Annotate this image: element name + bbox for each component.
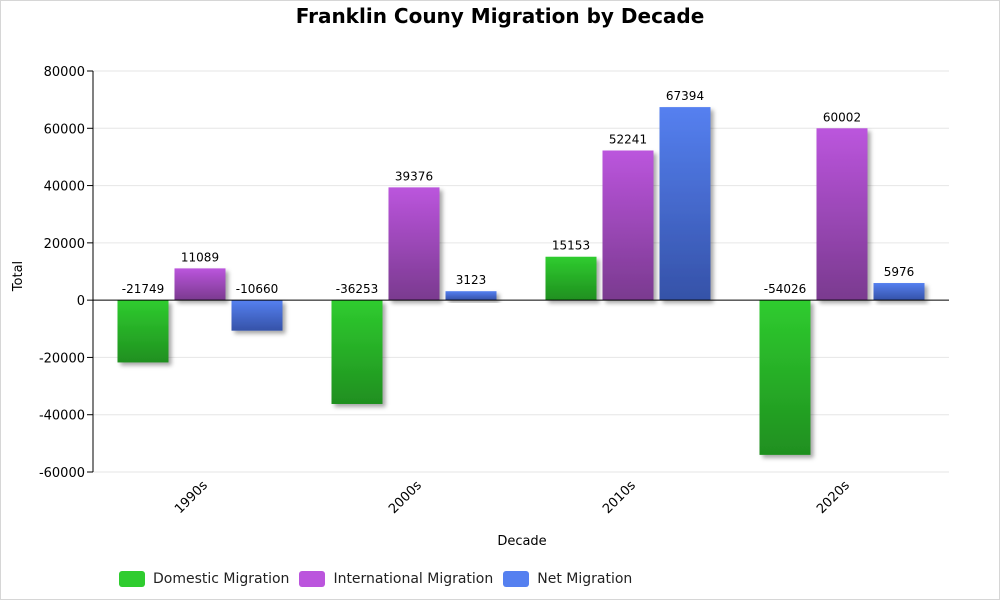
- data-label: 67394: [666, 89, 704, 103]
- x-tick-label: 2020s: [814, 478, 853, 517]
- bar-domestic-migration-2020s: [759, 300, 811, 455]
- legend-swatch: [299, 571, 326, 587]
- y-tick-label: -60000: [39, 466, 85, 481]
- bar-international-migration-1990s: [174, 268, 226, 301]
- legend: Domestic Migration International Migratio…: [119, 571, 642, 587]
- y-tick-label: 40000: [44, 180, 85, 195]
- data-label: 39376: [395, 169, 433, 183]
- x-axis-title: Decade: [497, 534, 546, 549]
- legend-swatch: [503, 571, 530, 587]
- x-tick-label: 2000s: [386, 478, 425, 517]
- data-label: -36253: [336, 282, 379, 296]
- y-axis-title: Total: [11, 261, 26, 292]
- data-label: 52241: [609, 133, 647, 147]
- data-label: -21749: [122, 282, 165, 296]
- grid-layer: [93, 70, 949, 473]
- legend-item[interactable]: Net Migration: [503, 571, 632, 587]
- legend-swatch: [119, 571, 145, 587]
- data-label: 5976: [884, 265, 915, 279]
- bar-net-migration-1990s: [231, 300, 283, 331]
- x-tick-label: 2010s: [600, 478, 639, 517]
- legend-item[interactable]: Domestic Migration: [119, 571, 289, 587]
- data-label: -54026: [764, 282, 807, 296]
- data-label: 15153: [552, 239, 590, 253]
- y-tick-label: 0: [77, 294, 85, 309]
- bar-international-migration-2020s: [816, 128, 868, 301]
- legend-label: Net Migration: [537, 571, 633, 587]
- data-label: 11089: [181, 250, 219, 264]
- legend-item[interactable]: International Migration: [299, 571, 493, 587]
- bar-net-migration-2010s: [659, 107, 711, 301]
- chart-title: Franklin Couny Migration by Decade: [296, 4, 705, 28]
- legend-label: International Migration: [333, 571, 494, 587]
- y-tick-label: -40000: [39, 409, 85, 424]
- y-tick-label: -20000: [39, 351, 85, 366]
- y-tick-label: 60000: [44, 122, 85, 137]
- bar-domestic-migration-2010s: [545, 256, 597, 301]
- legend-label: Domestic Migration: [153, 571, 290, 587]
- bar-international-migration-2010s: [602, 150, 654, 301]
- label-layer: -21749 11089 -10660 -36253 39376 3123 15153 522…: [93, 89, 949, 301]
- bar-net-migration-2020s: [873, 283, 925, 301]
- x-tick-label: 1990s: [172, 478, 211, 517]
- data-label: 60002: [823, 110, 861, 124]
- bar-layer: [117, 107, 925, 455]
- y-tick-label: 20000: [44, 237, 85, 252]
- bar-net-migration-2000s: [445, 291, 497, 301]
- data-label: -10660: [236, 282, 279, 296]
- bar-international-migration-2000s: [388, 187, 440, 301]
- data-label: 3123: [456, 273, 487, 287]
- bar-domestic-migration-1990s: [117, 300, 169, 363]
- bar-domestic-migration-2000s: [331, 300, 383, 404]
- y-tick-label: 80000: [44, 65, 85, 80]
